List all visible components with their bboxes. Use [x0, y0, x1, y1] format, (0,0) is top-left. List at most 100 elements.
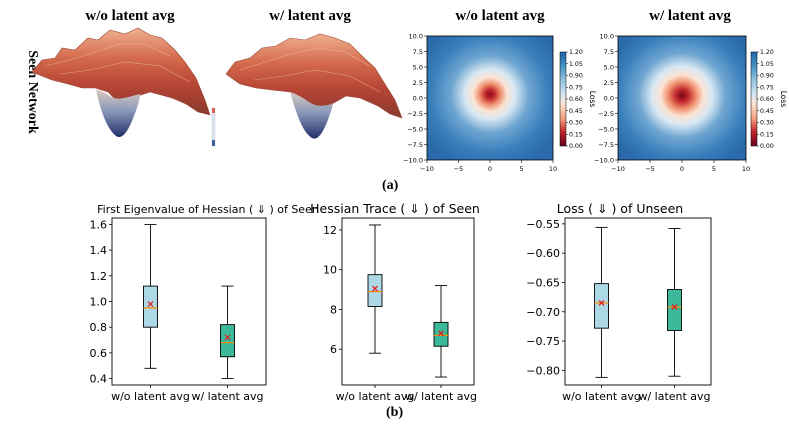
- heatmap-ytick-label: 0.0: [413, 94, 423, 102]
- mean-marker: [224, 334, 231, 341]
- boxplot-ytick-label: 1.2: [90, 270, 108, 283]
- heatmap-xtick-label: 5: [519, 165, 523, 173]
- colorbar-tick-label: 0.90: [760, 73, 774, 80]
- box-with-latent-avg: [433, 285, 449, 378]
- colorbar-tick-label: 0.30: [760, 120, 774, 127]
- boxplot-xtick-label: w/ latent avg: [405, 390, 477, 403]
- surface-left: [31, 27, 211, 138]
- heatmap2-field: [618, 36, 746, 160]
- heatmap1-field: [427, 36, 553, 160]
- colorbar-tick-label: 0.00: [569, 143, 583, 150]
- colorbar-tick-label: 1.05: [569, 61, 583, 68]
- heatmap-xtick-label: −5: [454, 165, 464, 173]
- heatmap-ytick-label: 2.5: [413, 79, 423, 87]
- boxplot-ytick-label: 6: [330, 343, 337, 356]
- colorbar-tick-label: 0.15: [760, 131, 774, 138]
- boxplot-ytick-label: −0.80: [526, 364, 560, 377]
- box-iqr: [143, 285, 158, 328]
- heatmap-xtick-label: −5: [645, 165, 655, 173]
- boxplot-axes: Hessian Trace ( ⇓ ) of Seen 6 8 10 12 w/o lat…: [310, 201, 480, 403]
- heatmap-ytick-label: 10.0: [600, 32, 614, 40]
- heatmap-ytick-label: −2.5: [598, 110, 614, 118]
- box-iqr: [367, 274, 383, 307]
- surface-right: [225, 33, 403, 139]
- boxplot-xtick-label: w/o latent avg: [111, 390, 190, 403]
- colorbar-tick-label: 0.60: [569, 96, 583, 103]
- mean-marker: [438, 330, 444, 337]
- heatmap-xtick-label: 10: [742, 165, 750, 173]
- boxplot-ytick-label: 0.4: [90, 373, 108, 386]
- heatmap-xtick-label: 10: [549, 165, 557, 173]
- heatmap-ytick-label: −5.0: [407, 125, 423, 133]
- boxplot-ytick-label: −0.75: [526, 335, 560, 348]
- boxplot-title: Hessian Trace ( ⇓ ) of Seen: [310, 201, 480, 216]
- colorbar-tick-label: 0.75: [760, 84, 774, 91]
- box-iqr: [594, 283, 609, 329]
- colorbar-tick-label: 0.00: [760, 143, 774, 150]
- heatmap1-title: w/o latent avg: [455, 8, 545, 24]
- boxplot-ytick-label: 0.8: [90, 321, 108, 334]
- heatmap-xtick-label: −10: [611, 165, 625, 173]
- heatmap-xtick-label: −10: [420, 165, 434, 173]
- boxplot-axes: First Eigenvalue of Hessian ( ⇓ ) of See…: [90, 203, 319, 403]
- colorbar-label: Loss: [588, 91, 597, 108]
- box-iqr: [433, 321, 449, 347]
- heatmap-ytick-label: −10.0: [594, 156, 614, 164]
- boxplot-xtick-label: w/o latent avg: [562, 390, 641, 403]
- boxplot-ytick-label: 1.4: [90, 244, 108, 257]
- heatmap-ytick-label: 7.5: [604, 48, 614, 56]
- mean-marker: [372, 285, 378, 292]
- boxplot-xtick-label: w/ latent avg: [191, 390, 263, 403]
- boxplot-ytick-label: −0.70: [526, 306, 560, 319]
- mean-marker: [671, 304, 678, 310]
- heatmap-xtick-label: 0: [680, 165, 684, 173]
- heatmap-xtick-label: 0: [488, 165, 492, 173]
- heatmap-ytick-label: 5.0: [604, 63, 614, 71]
- heatmap-ytick-label: 10.0: [409, 32, 423, 40]
- panel-b-label: (b): [386, 405, 404, 420]
- surface-mini-colorbar: [211, 107, 216, 147]
- heatmap-ytick-label: −5.0: [598, 125, 614, 133]
- boxplot-ytick-label: 0.6: [90, 347, 108, 360]
- heatmap-ytick-label: −7.5: [598, 141, 614, 149]
- boxplot-ytick-label: 10: [323, 264, 337, 277]
- colorbar-tick-label: 1.20: [760, 49, 774, 56]
- colorbar-label: Loss: [779, 91, 788, 108]
- boxplot-ytick-label: 1.0: [90, 296, 108, 309]
- box-iqr: [667, 289, 682, 331]
- box-without-latent-avg: [143, 223, 158, 369]
- colorbar-tick-label: 0.45: [569, 108, 583, 115]
- colorbar-tick-label: 1.20: [569, 49, 583, 56]
- colorbar-tick-label: 0.60: [760, 96, 774, 103]
- boxplot-ytick-label: −0.65: [526, 276, 560, 289]
- box-without-latent-avg: [367, 224, 383, 354]
- heatmap-ytick-label: −2.5: [407, 110, 423, 118]
- boxplot-ytick-label: 12: [323, 224, 337, 237]
- colorbar-tick-label: 0.90: [569, 73, 583, 80]
- heatmap-ytick-label: 5.0: [413, 63, 423, 71]
- mean-marker: [147, 301, 154, 307]
- surface2-title: w/ latent avg: [269, 8, 351, 24]
- colorbar-tick-label: 0.75: [569, 84, 583, 91]
- heatmap-ytick-label: −7.5: [407, 141, 423, 149]
- boxplot-title: First Eigenvalue of Hessian ( ⇓ ) of See…: [97, 203, 319, 216]
- box-with-latent-avg: [220, 285, 235, 380]
- colorbar-tick-label: 0.45: [760, 108, 774, 115]
- boxplot-xtick-label: w/o latent avg: [336, 390, 415, 403]
- panel-a-label: (a): [382, 178, 399, 193]
- box-without-latent-avg: [594, 226, 609, 378]
- heatmap-ytick-label: −10.0: [403, 156, 423, 164]
- heatmap-ytick-label: 0.0: [604, 94, 614, 102]
- heatmap2-title: w/ latent avg: [649, 8, 731, 24]
- heatmap-xtick-label: 5: [712, 165, 716, 173]
- boxplot-ytick-label: −0.60: [526, 247, 560, 260]
- heatmap-ytick-label: 7.5: [413, 48, 423, 56]
- colorbar-tick-label: 0.30: [569, 120, 583, 127]
- mean-marker: [598, 300, 605, 306]
- boxplot-ytick-label: −0.55: [526, 218, 560, 231]
- boxplot-axes: Loss ( ⇓ ) of Unseen −0.55 −0.60 −0.65 −0.70…: [526, 201, 712, 403]
- boxplot-title: Loss ( ⇓ ) of Unseen: [557, 201, 683, 216]
